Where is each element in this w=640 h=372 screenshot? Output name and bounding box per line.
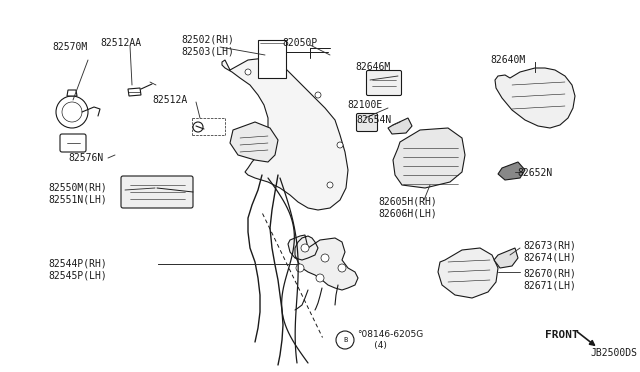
Circle shape <box>245 69 251 75</box>
FancyBboxPatch shape <box>60 134 86 152</box>
Circle shape <box>316 274 324 282</box>
Text: 82654N: 82654N <box>356 115 391 125</box>
Polygon shape <box>288 235 358 290</box>
Polygon shape <box>393 128 465 188</box>
Text: 82502(RH): 82502(RH) <box>181 35 234 45</box>
Text: °08146-6205G
      (4): °08146-6205G (4) <box>357 330 423 350</box>
Circle shape <box>338 264 346 272</box>
Text: 82674(LH): 82674(LH) <box>523 252 576 262</box>
Text: 82551N(LH): 82551N(LH) <box>48 195 107 205</box>
Text: 82545P(LH): 82545P(LH) <box>48 270 107 280</box>
Text: 82512A: 82512A <box>152 95 188 105</box>
Polygon shape <box>494 248 518 268</box>
Text: 82670(RH): 82670(RH) <box>523 268 576 278</box>
Text: 82550M(RH): 82550M(RH) <box>48 183 107 193</box>
Circle shape <box>315 92 321 98</box>
Circle shape <box>336 331 354 349</box>
Text: 82605H(RH): 82605H(RH) <box>378 196 436 206</box>
Text: FRONT: FRONT <box>545 330 579 340</box>
Bar <box>258 40 286 78</box>
Text: 82652N: 82652N <box>517 168 552 178</box>
Text: 82544P(RH): 82544P(RH) <box>48 258 107 268</box>
FancyBboxPatch shape <box>356 113 378 131</box>
Text: 82640M: 82640M <box>490 55 525 65</box>
Circle shape <box>321 254 329 262</box>
Polygon shape <box>222 58 348 210</box>
Polygon shape <box>128 88 141 96</box>
Polygon shape <box>438 248 498 298</box>
Text: JB2500DS: JB2500DS <box>590 348 637 358</box>
Circle shape <box>193 122 203 132</box>
FancyBboxPatch shape <box>121 176 193 208</box>
Text: 82512AA: 82512AA <box>100 38 141 48</box>
Text: 82503(LH): 82503(LH) <box>181 47 234 57</box>
Circle shape <box>327 182 333 188</box>
Text: 82576N: 82576N <box>68 153 103 163</box>
FancyBboxPatch shape <box>367 71 401 96</box>
Text: 82606H(LH): 82606H(LH) <box>378 208 436 218</box>
Polygon shape <box>67 90 77 96</box>
Polygon shape <box>388 118 412 134</box>
Polygon shape <box>498 162 525 180</box>
Text: 82100E: 82100E <box>347 100 382 110</box>
Circle shape <box>62 102 82 122</box>
Circle shape <box>296 264 304 272</box>
Polygon shape <box>495 68 575 128</box>
Text: B: B <box>343 337 347 343</box>
Text: 82646M: 82646M <box>355 62 390 72</box>
Circle shape <box>56 96 88 128</box>
Text: 82570M: 82570M <box>52 42 87 52</box>
Circle shape <box>337 142 343 148</box>
Text: 82050P: 82050P <box>282 38 317 48</box>
Text: 82671(LH): 82671(LH) <box>523 280 576 290</box>
Text: 82673(RH): 82673(RH) <box>523 240 576 250</box>
Circle shape <box>267 62 273 68</box>
Circle shape <box>301 244 309 252</box>
Polygon shape <box>230 122 278 162</box>
